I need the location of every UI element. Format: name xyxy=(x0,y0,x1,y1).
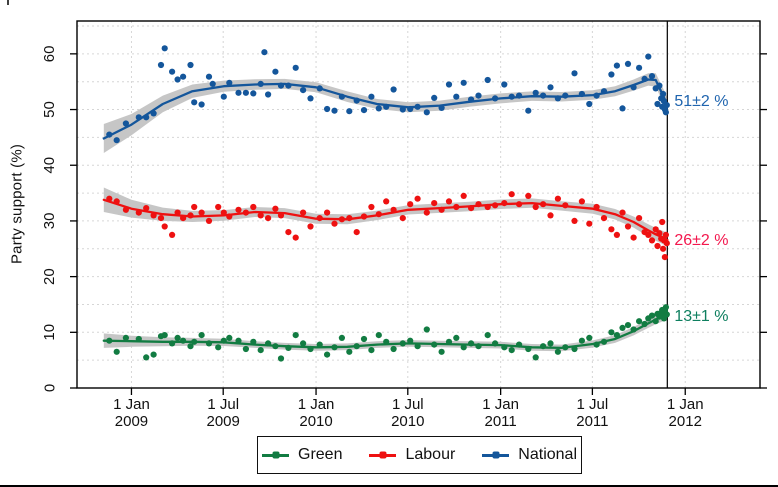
svg-text:2009: 2009 xyxy=(207,413,240,430)
svg-text:1 Jan: 1 Jan xyxy=(482,396,519,413)
svg-text:10: 10 xyxy=(41,324,58,341)
scatter-points xyxy=(106,45,670,362)
legend: Green Labour National xyxy=(257,436,582,474)
svg-text:1 Jan: 1 Jan xyxy=(298,396,335,413)
svg-text:30: 30 xyxy=(41,213,58,230)
points-labour xyxy=(106,191,670,261)
legend-label: Labour xyxy=(405,446,456,463)
svg-text:1 Jan: 1 Jan xyxy=(113,396,150,413)
band-green xyxy=(103,308,668,352)
labour-line-marker-icon xyxy=(369,451,397,459)
trend-green xyxy=(102,313,669,350)
points-green xyxy=(106,304,670,362)
legend-item-national: National xyxy=(482,446,577,464)
svg-text:2012: 2012 xyxy=(669,413,702,430)
svg-text:2009: 2009 xyxy=(115,413,148,430)
axis-ticks xyxy=(70,53,767,395)
plot-border xyxy=(76,20,761,389)
confidence-bands xyxy=(103,73,668,352)
green-line-marker-icon xyxy=(262,451,289,459)
svg-text:1 Jul: 1 Jul xyxy=(207,396,239,413)
legend-label: Green xyxy=(298,446,343,463)
svg-text:2010: 2010 xyxy=(391,413,424,430)
svg-text:50: 50 xyxy=(41,101,58,118)
svg-text:0: 0 xyxy=(41,384,58,392)
svg-text:40: 40 xyxy=(41,157,58,174)
svg-text:1 Jan: 1 Jan xyxy=(667,396,704,413)
legend-item-labour: Labour xyxy=(369,446,455,464)
band-national xyxy=(103,73,668,153)
annotation-national: 51±2 % xyxy=(674,93,729,111)
svg-text:2011: 2011 xyxy=(485,413,517,430)
y-axis-title: Party support (%) xyxy=(8,143,26,265)
annotation-green: 13±1 % xyxy=(674,307,729,325)
legend-item-green: Green xyxy=(262,446,342,464)
svg-text:60: 60 xyxy=(41,46,58,63)
svg-text:1 Jul: 1 Jul xyxy=(577,396,609,413)
svg-text:20: 20 xyxy=(41,268,58,285)
svg-text:2011: 2011 xyxy=(576,413,608,430)
annotation-labour: 26±2 % xyxy=(674,231,729,249)
y-gridlines xyxy=(77,25,760,361)
national-line-marker-icon xyxy=(482,451,510,459)
bottom-border-line xyxy=(0,485,778,487)
svg-text:1 Jul: 1 Jul xyxy=(392,396,424,413)
svg-text:2010: 2010 xyxy=(299,413,332,430)
legend-label: National xyxy=(518,446,577,463)
points-national xyxy=(106,45,670,144)
